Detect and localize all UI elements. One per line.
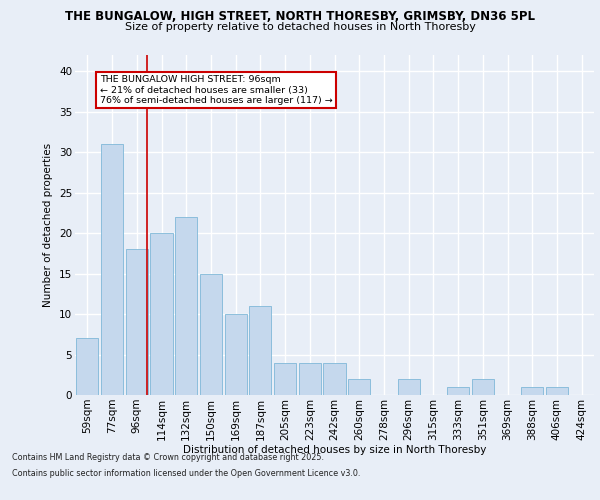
Text: Contains HM Land Registry data © Crown copyright and database right 2025.: Contains HM Land Registry data © Crown c… <box>12 454 324 462</box>
Text: THE BUNGALOW HIGH STREET: 96sqm
← 21% of detached houses are smaller (33)
76% of: THE BUNGALOW HIGH STREET: 96sqm ← 21% of… <box>100 75 332 105</box>
Bar <box>447 387 469 395</box>
Bar <box>249 306 271 395</box>
Bar <box>175 217 197 395</box>
Bar <box>76 338 98 395</box>
Bar <box>101 144 123 395</box>
Bar <box>224 314 247 395</box>
Bar <box>151 233 173 395</box>
Text: Size of property relative to detached houses in North Thoresby: Size of property relative to detached ho… <box>125 22 475 32</box>
Bar <box>546 387 568 395</box>
Text: Contains public sector information licensed under the Open Government Licence v3: Contains public sector information licen… <box>12 468 361 477</box>
Bar <box>472 379 494 395</box>
Y-axis label: Number of detached properties: Number of detached properties <box>43 143 53 307</box>
Bar <box>125 250 148 395</box>
Bar <box>274 362 296 395</box>
Text: THE BUNGALOW, HIGH STREET, NORTH THORESBY, GRIMSBY, DN36 5PL: THE BUNGALOW, HIGH STREET, NORTH THORESB… <box>65 10 535 23</box>
Bar <box>299 362 321 395</box>
Bar <box>521 387 544 395</box>
Bar <box>323 362 346 395</box>
X-axis label: Distribution of detached houses by size in North Thoresby: Distribution of detached houses by size … <box>183 446 486 456</box>
Bar <box>348 379 370 395</box>
Bar <box>398 379 420 395</box>
Bar <box>200 274 222 395</box>
